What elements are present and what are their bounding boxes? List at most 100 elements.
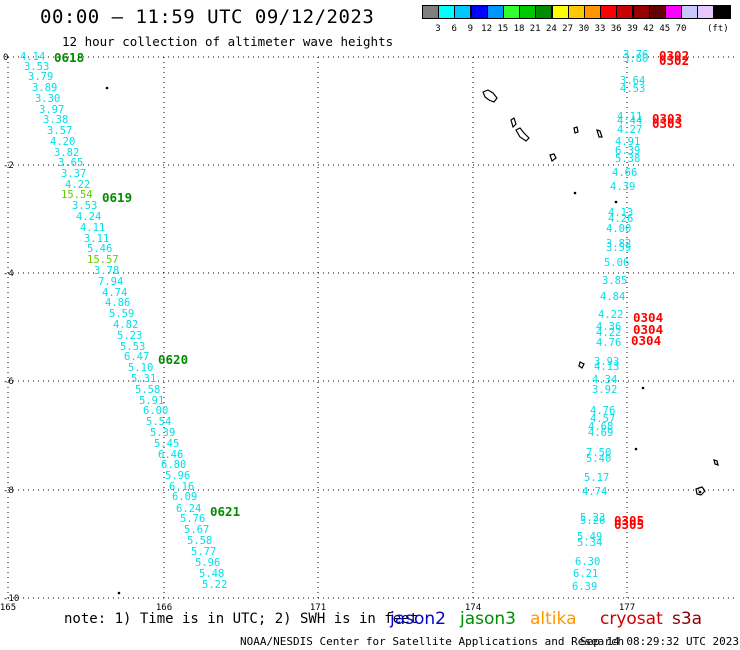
wave-height-value: 5.53 [120,341,145,353]
wave-height-value: 3.92 [592,384,617,396]
wave-height-value: 3.82 [606,238,631,250]
color-scale-label: 39 [626,24,638,34]
satellite-legend-item: altika [530,609,577,629]
wave-height-value: 5.76 [180,513,205,525]
pass-time-label: 0618 [54,50,84,65]
wave-height-value: 3.65 [58,157,83,169]
wave-height-value: 5.06 [604,257,629,269]
wave-height-value: 3.11 [84,233,109,245]
wave-height-value: 3.89 [32,82,57,94]
color-scale-label: 70 [675,24,687,34]
color-scale-label: 12 [481,24,493,34]
wave-height-value: 4.26 [608,213,633,225]
color-scale-label: 18 [513,24,525,34]
island-outline [515,127,530,142]
lat-label: -2 [3,161,14,171]
wave-height-value: 6.16 [169,481,194,493]
island-outline [713,459,719,466]
pass-time-label: 0304 [633,322,663,337]
lat-label: 0 [3,53,8,63]
wave-height-value: 4.11 [80,222,105,234]
pass-time-label: 0302 [659,48,689,63]
wave-height-value: 3.53 [72,200,97,212]
wave-height-value: 3.30 [35,93,60,105]
altimeter-tracks: 4.143.533.793.893.303.973.383.574.203.82… [20,49,648,593]
wave-height-value: 3.82 [54,147,79,159]
wave-height-value: 5.49 [577,531,602,543]
island-outline [549,153,557,162]
color-scale-label: 27 [562,24,574,34]
wave-height-value: 3.64 [620,75,645,87]
wave-height-value: 5.39 [150,427,175,439]
lon-label: 177 [619,603,635,613]
lat-label: -10 [3,594,19,604]
satellite-legend-item: jason3 [460,609,516,629]
wave-height-value: 3.38 [43,114,68,126]
island-outline [578,361,585,369]
color-scale-unit: (ft) [707,24,729,34]
lon-label: 166 [156,603,172,613]
island-dot [614,200,618,204]
wave-height-value: 5.67 [184,524,209,536]
wave-height-value: 4.34 [592,374,617,386]
wave-height-value: 4.00 [606,223,631,235]
island-outline [596,129,603,138]
color-scale-label: 6 [451,24,457,34]
wave-height-value: 3.37 [61,168,86,180]
wave-height-value: 4.57 [590,413,615,425]
wave-height-value: 4.44 [617,115,642,127]
wave-height-value: 5.48 [199,568,224,580]
wave-height-value: 5.58 [187,535,212,547]
wave-height-value: 4.36 [596,321,621,333]
wave-height-value: 3.80 [623,53,648,65]
wave-height-value: 4.20 [50,136,75,148]
wave-height-value: 3.57 [47,125,72,137]
wave-height-value: 4.69 [588,427,613,439]
wave-height-value: 6.09 [172,491,197,503]
wave-height-value: 5.34 [577,537,602,549]
lat-label: -8 [3,486,14,496]
lon-label: 171 [310,603,326,613]
map-grid [7,56,738,599]
satellite-legend-item: jason2 [390,609,446,629]
wave-height-value: 5.26 [580,515,605,527]
wave-height-value: 5.96 [195,557,220,569]
pass-time-label: 0619 [102,190,132,205]
lon-label: 165 [0,603,16,613]
wave-height-value: 5.59 [109,308,134,320]
wave-height-value: 5.54 [146,416,171,428]
color-scale-label: 42 [643,24,655,34]
wave-height-value: 3.97 [39,104,64,116]
wave-height-value: 5.22 [202,579,227,591]
wave-height-value: 5.10 [128,362,153,374]
island-dot [573,191,577,195]
wave-height-value: 5.91 [139,395,164,407]
wave-height-value: 3.78 [94,265,119,277]
wave-height-value: 5.45 [154,438,179,450]
wave-height-value: 4.66 [612,167,637,179]
color-scale-label: 36 [610,24,622,34]
color-scale-label: 24 [545,24,557,34]
lon-label: 174 [465,603,481,613]
wave-height-value: 4.68 [588,421,613,433]
wave-height-value: 6.39 [572,581,597,593]
wave-height-value: 4.53 [620,83,645,95]
pass-time-label: 0302 [659,53,689,68]
island-dot [105,86,109,90]
pass-time-label: 0620 [158,352,188,367]
coastline-islands [105,86,719,595]
wave-height-value: 4.11 [617,111,642,123]
wave-height-value: 6.30 [575,556,600,568]
wave-height-value: 5.46 [87,243,112,255]
wave-height-value: 4.82 [113,319,138,331]
wave-height-value: 4.76 [596,337,621,349]
wave-height-value: 7.94 [98,276,123,288]
wave-height-value: 5.17 [584,472,609,484]
pass-time-label: 0305 [614,513,644,528]
wave-height-value: 3.59 [606,242,631,254]
lat-label: -4 [3,269,14,279]
wave-height-value: 5.31 [131,373,156,385]
wave-height-value: 3.79 [28,71,53,83]
